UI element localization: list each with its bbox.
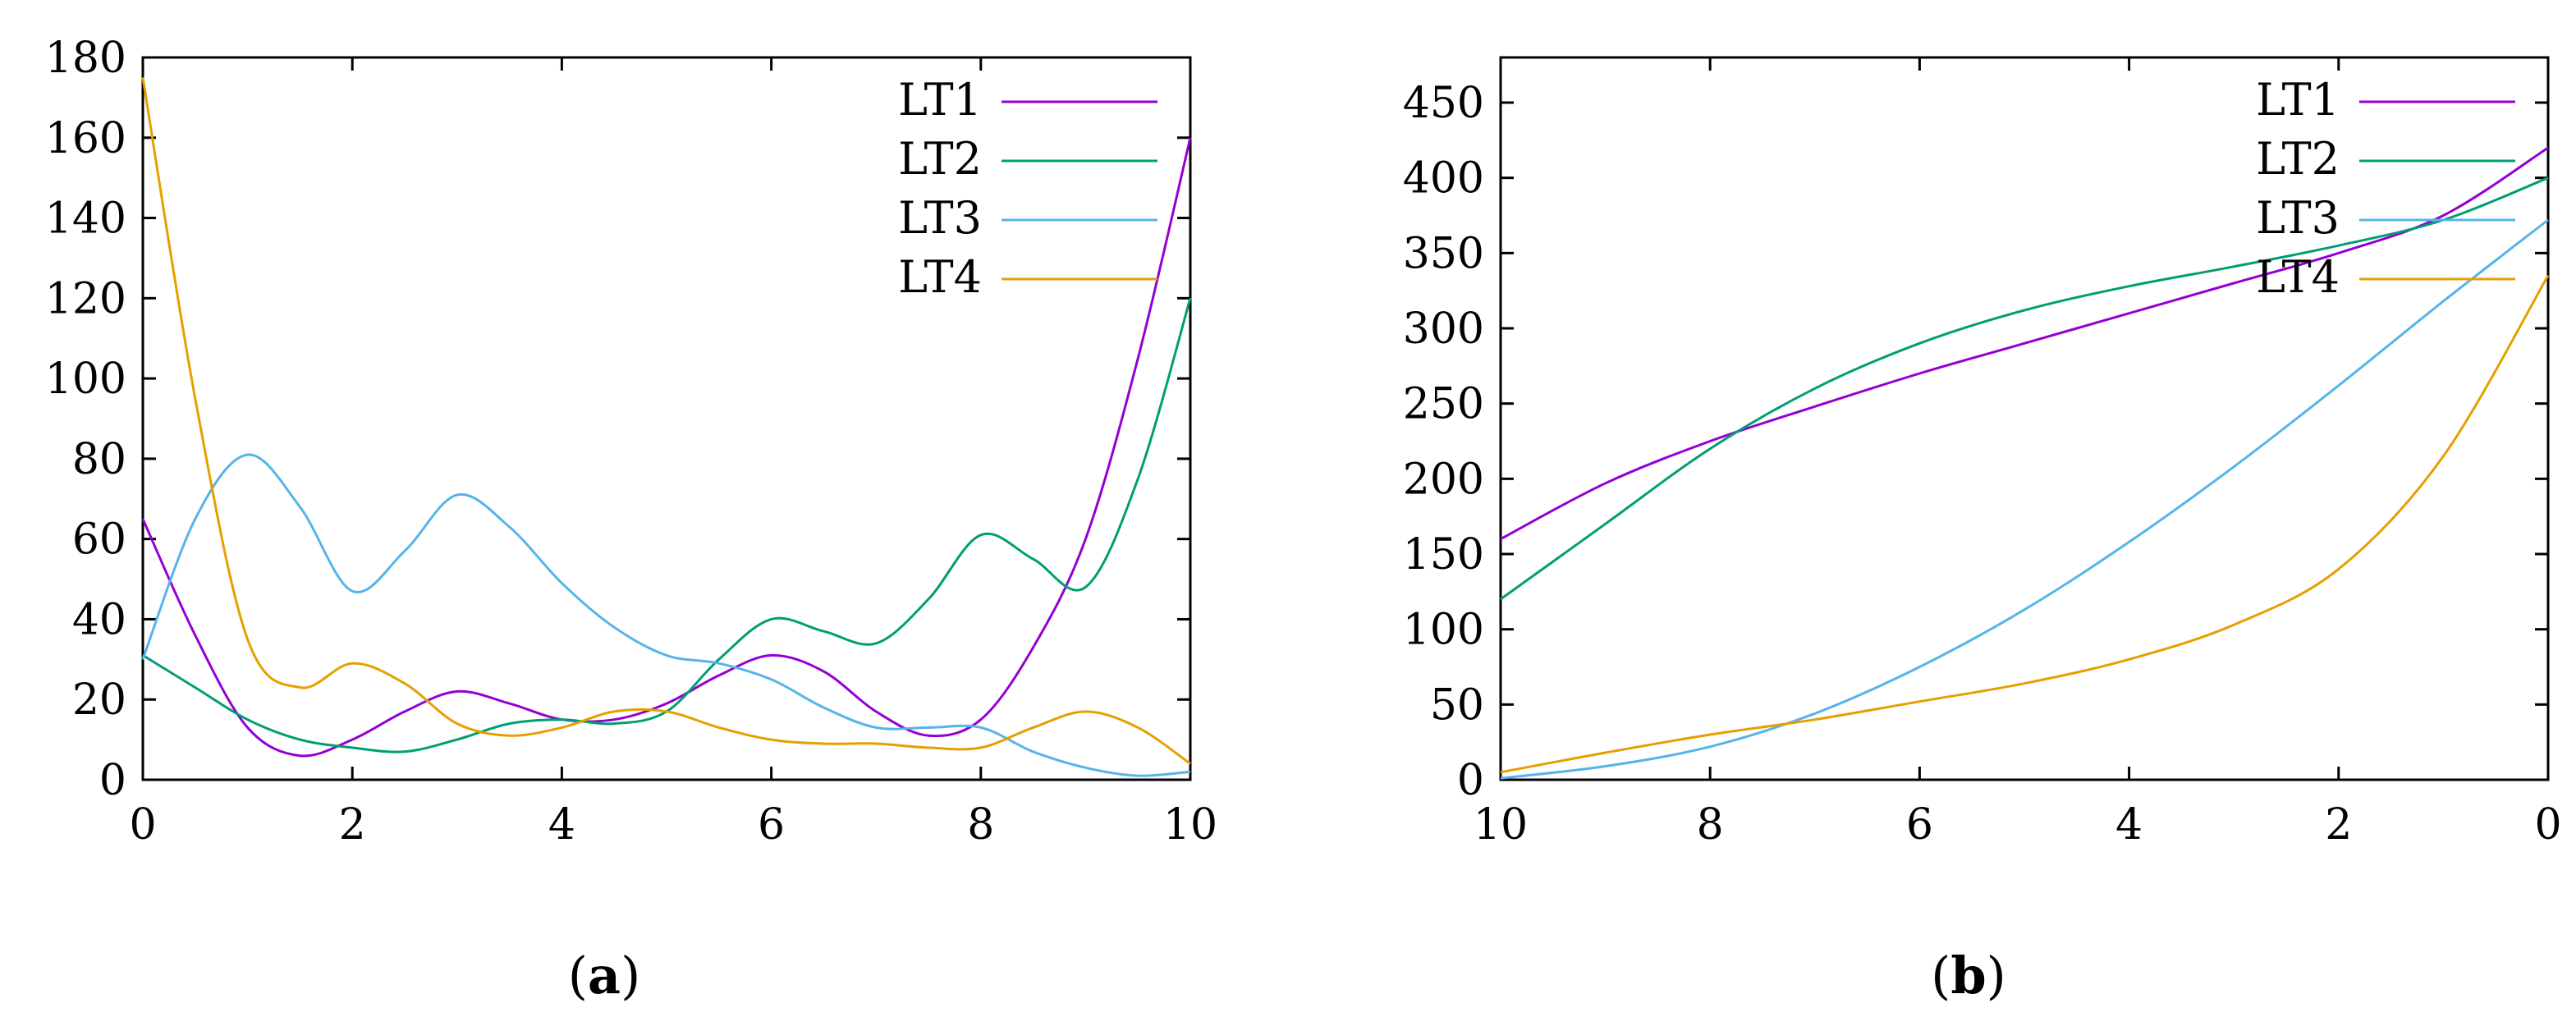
y-tick-label: 100 <box>1403 606 1484 655</box>
legend-label: LT1 <box>2256 74 2340 126</box>
legend-label: LT2 <box>898 133 982 185</box>
y-tick-label: 60 <box>72 515 126 565</box>
y-tick-label: 20 <box>72 676 126 725</box>
x-tick-label: 2 <box>2325 800 2352 850</box>
y-tick-label: 160 <box>45 114 126 163</box>
series-lines <box>141 77 1192 777</box>
series-line-lt4 <box>141 77 1191 765</box>
y-tick-label: 180 <box>45 34 126 83</box>
x-tick-label: 10 <box>1474 800 1528 850</box>
y-tick-label: 80 <box>72 435 126 484</box>
y-tick-label: 400 <box>1403 154 1484 204</box>
legend-label: LT4 <box>898 251 982 303</box>
series-lines <box>1500 146 2550 780</box>
series-line-lt4 <box>1500 275 2550 774</box>
x-tick-label: 0 <box>129 800 156 850</box>
x-tick-label: 10 <box>1163 800 1217 850</box>
x-tick-label: 2 <box>339 800 366 850</box>
plot-frame <box>1499 56 2550 781</box>
caption-b: (b) <box>1931 946 2006 1005</box>
y-tick-label: 450 <box>1403 79 1484 128</box>
series-line-lt1 <box>141 137 1192 758</box>
y-tick-label: 250 <box>1403 380 1484 429</box>
caption-letter: a <box>588 946 621 1005</box>
series-line-lt2 <box>1500 176 2549 601</box>
y-tick-label: 120 <box>45 274 126 323</box>
legend-label: LT3 <box>898 192 982 244</box>
legend: LT1 LT2 LT3 LT4 <box>2256 74 2515 303</box>
y-tick-label: 300 <box>1403 305 1484 354</box>
legend-label: LT4 <box>2256 251 2340 303</box>
series-line-lt3 <box>141 453 1191 777</box>
x-tick-label: 6 <box>758 800 785 850</box>
legend: LT1 LT2 LT3 LT4 <box>898 74 1157 303</box>
y-tick-label: 0 <box>1457 756 1484 805</box>
y-tick-label: 150 <box>1403 530 1484 579</box>
x-tick-label: 4 <box>2115 800 2143 850</box>
legend-label: LT2 <box>2256 133 2340 185</box>
plot-frame <box>141 56 1192 781</box>
y-tick-label: 140 <box>45 195 126 244</box>
series-line-lt3 <box>1500 218 2549 780</box>
x-tick-label: 8 <box>967 800 994 850</box>
legend-label: LT1 <box>898 74 982 126</box>
x-tick-label: 8 <box>1697 800 1724 850</box>
y-tick-label: 100 <box>45 355 126 404</box>
y-tick-label: 350 <box>1403 229 1484 278</box>
y-tick-label: 200 <box>1403 455 1484 504</box>
y-tick-label: 40 <box>72 595 126 644</box>
legend-label: LT3 <box>2256 192 2340 244</box>
caption-a: (a) <box>568 946 641 1005</box>
y-tick-label: 50 <box>1430 680 1484 730</box>
series-line-lt1 <box>1500 146 2549 541</box>
x-tick-label: 4 <box>548 800 575 850</box>
caption-letter: b <box>1950 946 1986 1005</box>
x-tick-label: 0 <box>2534 800 2561 850</box>
y-tick-label: 0 <box>99 756 126 805</box>
x-tick-label: 6 <box>1906 800 1933 850</box>
series-line-lt2 <box>142 297 1192 753</box>
